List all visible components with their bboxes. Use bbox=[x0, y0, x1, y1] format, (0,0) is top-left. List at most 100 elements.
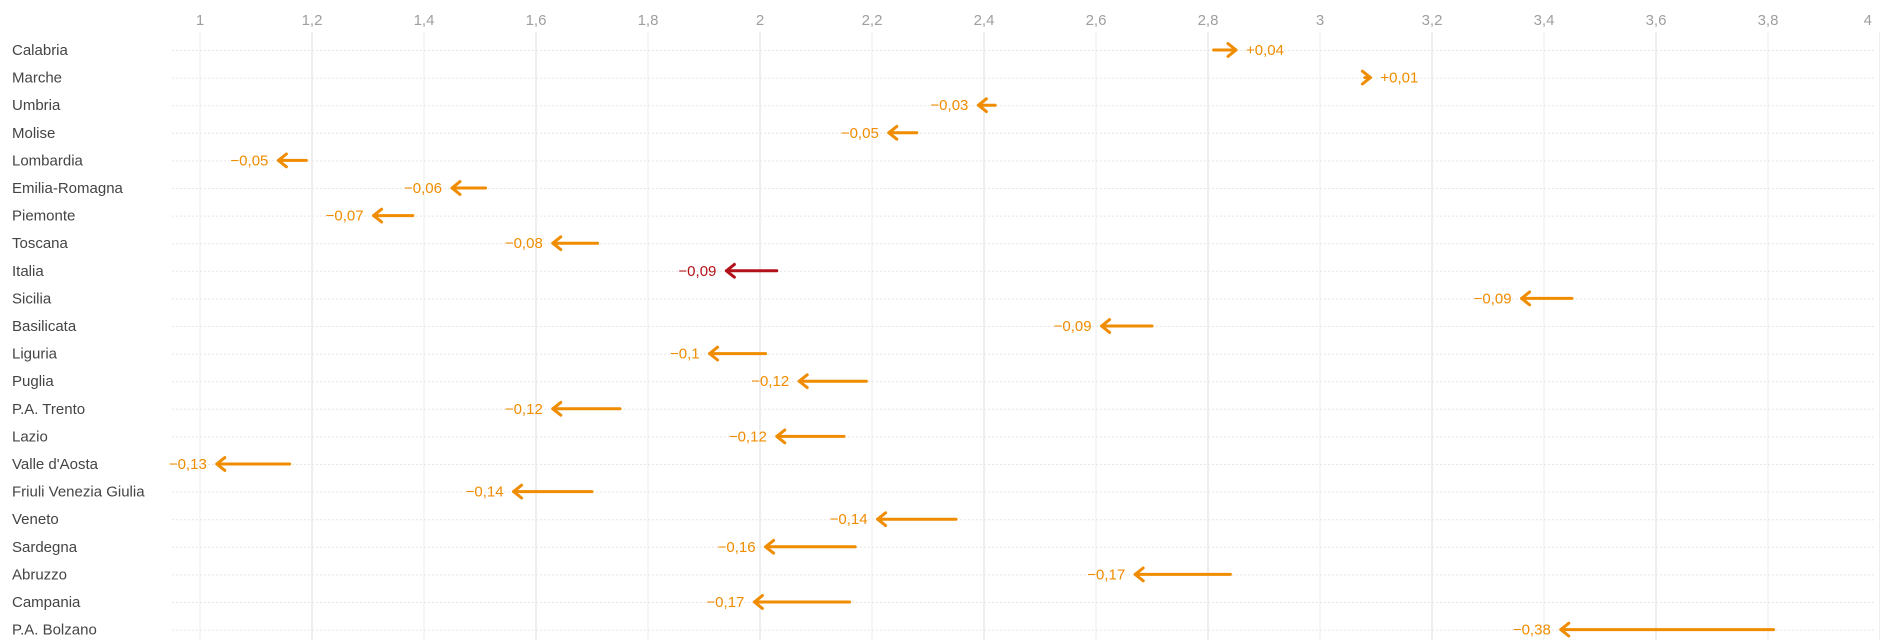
arrow bbox=[775, 428, 846, 445]
arrow-head bbox=[551, 235, 563, 252]
category-label: Calabria bbox=[12, 42, 69, 59]
value-label: −0,09 bbox=[1474, 290, 1512, 307]
category-label: Toscana bbox=[12, 235, 69, 252]
value-label: −0,1 bbox=[670, 346, 700, 363]
value-label: −0,17 bbox=[706, 594, 744, 611]
category-label: Emilia-Romagna bbox=[12, 180, 124, 197]
arrow bbox=[276, 152, 308, 169]
arrow bbox=[1212, 42, 1238, 58]
x-axis-ticks: 1 1,2 1,4 1,6 1,8 2 2,2 2,4 2,6 2,8 3 3,2 3,4 3,6 3,8 4 bbox=[196, 12, 1872, 29]
category-label: Marche bbox=[12, 70, 62, 87]
arrow bbox=[215, 456, 292, 472]
arrow-head bbox=[876, 511, 888, 528]
x-tick-label: 3,6 bbox=[1646, 12, 1667, 29]
arrow-head bbox=[1226, 42, 1238, 58]
arrow-head bbox=[512, 483, 524, 500]
arrows bbox=[215, 42, 1776, 638]
arrow-head bbox=[775, 428, 787, 445]
gridlines bbox=[199, 32, 1880, 640]
category-label: Campania bbox=[12, 594, 81, 611]
arrow-head bbox=[276, 152, 288, 169]
category-label: Umbria bbox=[12, 97, 61, 114]
arrow-head bbox=[372, 207, 384, 224]
x-tick-label: 4 bbox=[1864, 12, 1872, 29]
arrow-head bbox=[752, 594, 764, 610]
arrow bbox=[752, 594, 852, 610]
arrow-head bbox=[797, 373, 809, 390]
arrow-head bbox=[724, 262, 736, 279]
arrow bbox=[512, 483, 594, 500]
x-tick-label: 1,4 bbox=[414, 12, 435, 29]
value-label: −0,17 bbox=[1087, 566, 1125, 583]
arrow-head bbox=[764, 538, 776, 555]
value-label: −0,13 bbox=[169, 456, 207, 473]
x-tick-label: 2,8 bbox=[1198, 12, 1219, 29]
arrow bbox=[708, 345, 768, 362]
x-tick-label: 1 bbox=[196, 12, 204, 29]
value-label: −0,12 bbox=[729, 428, 767, 445]
category-label: Puglia bbox=[12, 373, 54, 390]
arrow bbox=[887, 124, 919, 141]
arrow bbox=[976, 97, 997, 114]
arrow-head bbox=[1559, 621, 1571, 638]
arrow bbox=[1360, 69, 1372, 86]
x-tick-label: 2,6 bbox=[1086, 12, 1107, 29]
value-label: −0,07 bbox=[326, 208, 364, 225]
arrow-head bbox=[450, 180, 462, 196]
category-label: Lazio bbox=[12, 428, 48, 445]
arrow-head bbox=[976, 97, 988, 114]
arrow bbox=[450, 180, 488, 196]
x-tick-label: 2,2 bbox=[862, 12, 883, 29]
x-tick-label: 1,2 bbox=[302, 12, 323, 29]
category-label: Basilicata bbox=[12, 318, 77, 335]
category-label: Abruzzo bbox=[12, 566, 67, 583]
arrow bbox=[724, 262, 779, 279]
category-label: Sardegna bbox=[12, 539, 78, 556]
category-label: Italia bbox=[12, 263, 44, 280]
arrow-head bbox=[1360, 69, 1372, 86]
category-label: Lombardia bbox=[12, 152, 84, 169]
arrow-head bbox=[1520, 290, 1532, 307]
x-tick-label: 2 bbox=[756, 12, 764, 29]
arrow bbox=[876, 511, 958, 528]
category-label: Valle d'Aosta bbox=[12, 456, 99, 473]
category-label: Friuli Venezia Giulia bbox=[12, 484, 145, 501]
value-label: −0,14 bbox=[830, 511, 868, 528]
value-label: −0,14 bbox=[466, 484, 504, 501]
x-tick-label: 3 bbox=[1316, 12, 1324, 29]
arrow-head bbox=[708, 345, 720, 362]
category-label: Piemonte bbox=[12, 208, 75, 225]
value-label: −0,08 bbox=[505, 235, 543, 252]
arrow bbox=[1100, 318, 1154, 334]
x-tick-label: 3,8 bbox=[1758, 12, 1779, 29]
arrow bbox=[797, 373, 868, 390]
x-tick-label: 1,8 bbox=[638, 12, 659, 29]
value-label: −0,09 bbox=[1054, 318, 1092, 335]
category-label: Liguria bbox=[12, 346, 58, 363]
arrow bbox=[372, 207, 415, 224]
arrow bbox=[1559, 621, 1776, 638]
category-label: Veneto bbox=[12, 511, 59, 528]
row-guides bbox=[172, 50, 1876, 631]
value-label: −0,12 bbox=[505, 401, 543, 418]
value-label: −0,03 bbox=[930, 97, 968, 114]
value-label: −0,09 bbox=[678, 263, 716, 280]
value-label: −0,06 bbox=[404, 180, 442, 197]
value-label: −0,12 bbox=[751, 373, 789, 390]
value-labels: +0,04 +0,01 −0,03 −0,05 −0,05 −0,06 −0,07 −0,08… bbox=[169, 42, 1551, 639]
arrow bbox=[764, 538, 857, 555]
arrow-head bbox=[215, 456, 227, 472]
arrow-head bbox=[887, 124, 899, 141]
value-label: +0,01 bbox=[1380, 70, 1418, 87]
value-label: −0,05 bbox=[841, 125, 879, 142]
category-label: Sicilia bbox=[12, 290, 52, 307]
x-tick-label: 1,6 bbox=[526, 12, 547, 29]
category-label: P.A. Bolzano bbox=[12, 622, 97, 639]
arrow bbox=[1520, 290, 1574, 307]
value-label: −0,16 bbox=[718, 539, 756, 556]
arrow bbox=[1133, 566, 1232, 583]
arrow bbox=[551, 235, 600, 252]
category-label: P.A. Trento bbox=[12, 401, 85, 418]
value-label: +0,04 bbox=[1246, 42, 1284, 59]
